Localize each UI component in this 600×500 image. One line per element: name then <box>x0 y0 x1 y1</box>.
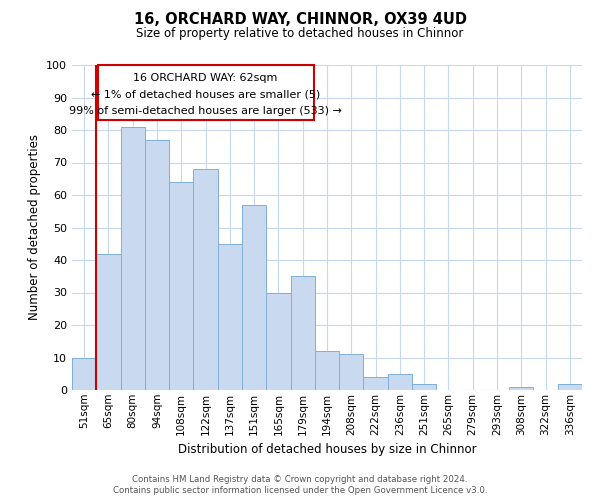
X-axis label: Distribution of detached houses by size in Chinnor: Distribution of detached houses by size … <box>178 443 476 456</box>
Text: Contains public sector information licensed under the Open Government Licence v3: Contains public sector information licen… <box>113 486 487 495</box>
Bar <box>72 358 96 390</box>
Bar <box>96 254 121 390</box>
Y-axis label: Number of detached properties: Number of detached properties <box>28 134 41 320</box>
Text: 16 ORCHARD WAY: 62sqm: 16 ORCHARD WAY: 62sqm <box>133 73 278 83</box>
FancyBboxPatch shape <box>97 65 314 120</box>
Bar <box>339 354 364 390</box>
Bar <box>218 244 242 390</box>
Bar <box>412 384 436 390</box>
Bar <box>364 377 388 390</box>
Bar <box>242 205 266 390</box>
Bar <box>169 182 193 390</box>
Bar <box>145 140 169 390</box>
Text: Contains HM Land Registry data © Crown copyright and database right 2024.: Contains HM Land Registry data © Crown c… <box>132 475 468 484</box>
Bar <box>121 126 145 390</box>
Text: Size of property relative to detached houses in Chinnor: Size of property relative to detached ho… <box>136 28 464 40</box>
Bar <box>193 169 218 390</box>
Bar <box>266 292 290 390</box>
Bar <box>509 387 533 390</box>
Bar <box>388 374 412 390</box>
Text: 99% of semi-detached houses are larger (533) →: 99% of semi-detached houses are larger (… <box>69 106 342 116</box>
Text: ← 1% of detached houses are smaller (5): ← 1% of detached houses are smaller (5) <box>91 90 320 100</box>
Bar <box>558 384 582 390</box>
Bar <box>315 351 339 390</box>
Text: 16, ORCHARD WAY, CHINNOR, OX39 4UD: 16, ORCHARD WAY, CHINNOR, OX39 4UD <box>133 12 467 28</box>
Bar <box>290 276 315 390</box>
